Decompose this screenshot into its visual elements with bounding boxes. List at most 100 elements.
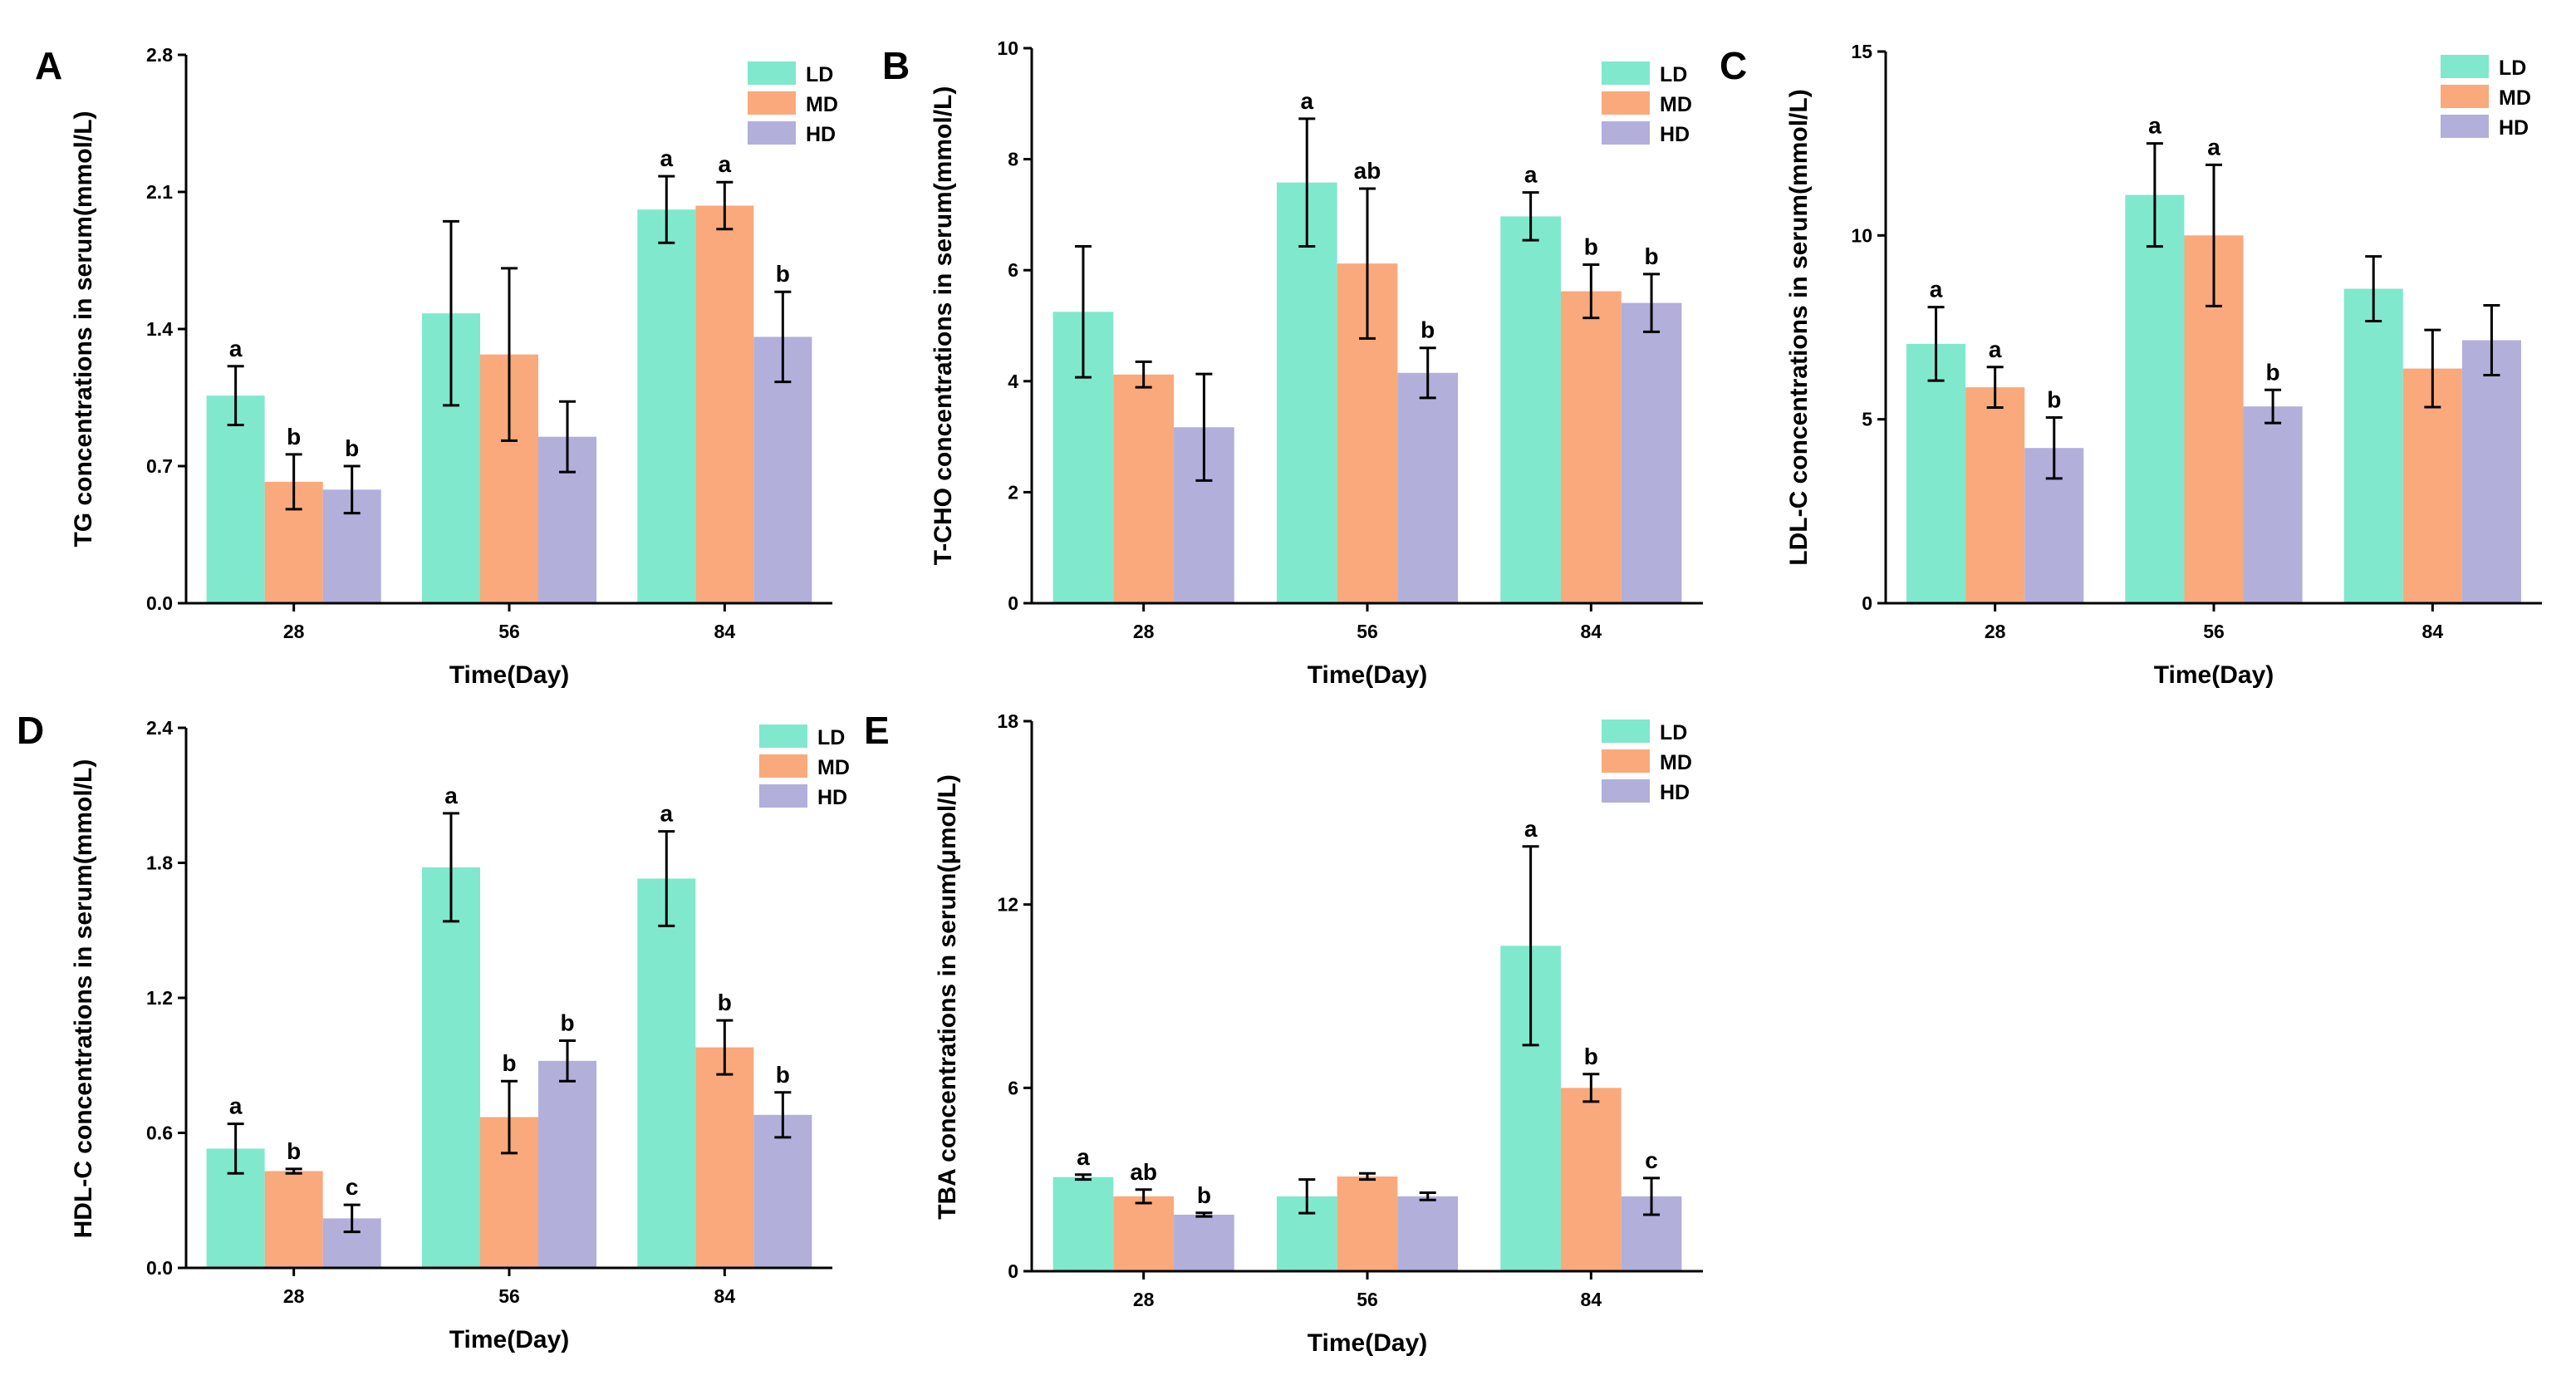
y-tick-label: 0	[1008, 592, 1018, 614]
significance-label: b	[1197, 1182, 1211, 1208]
bar-ld-28	[206, 395, 265, 603]
x-tick-label: 28	[1985, 621, 2006, 642]
legend-swatch-ld	[2441, 55, 2489, 78]
panel-b: Ba a ab b b b 0 2 4 6 8 10 28 56 84 Time(Day) T-CHO conc…	[882, 37, 1703, 689]
significance-label: a	[444, 783, 458, 808]
significance-label: b	[1644, 243, 1658, 269]
bar-hd-56	[2243, 406, 2303, 603]
bar-ld-84	[637, 878, 696, 1268]
bar-ld-56	[421, 867, 480, 1268]
x-axis-title: Time(Day)	[1308, 1329, 1428, 1357]
bar-ld-28	[1906, 343, 1966, 603]
y-tick-label: 0	[1008, 1260, 1018, 1282]
significance-label: b	[560, 1009, 574, 1035]
significance-label: a	[660, 145, 674, 171]
significance-label: a	[719, 151, 732, 177]
y-tick-label: 1.4	[146, 318, 173, 340]
legend-swatch-hd	[2441, 115, 2489, 138]
legend: LD MD HD	[1602, 61, 1692, 146]
x-tick-label: 28	[1133, 621, 1155, 642]
bar-md-84	[695, 1047, 754, 1268]
panel-e: Ea a ab b b c 0 6 12 18 28 56 84 Time(Day) TBA concent…	[864, 709, 1703, 1357]
bar-hd-56	[538, 1060, 597, 1268]
y-tick-label: 2.1	[146, 181, 173, 203]
bar-hd-84	[753, 1114, 812, 1268]
significance-label: ab	[1354, 158, 1381, 184]
legend-label-ld: LD	[1660, 721, 1687, 744]
legend-label-ld: LD	[2499, 56, 2526, 80]
bar-ld-84	[1500, 216, 1561, 603]
panel-letter: C	[1720, 44, 1747, 87]
y-tick-label: 0.6	[146, 1122, 173, 1144]
y-tick-label: 0.0	[146, 1257, 173, 1279]
panel-c: Ca a a a b b 0 5 10 15 28 56 84 Time(Day) LDL-C concen…	[1720, 41, 2542, 689]
bar-hd-28	[1174, 1214, 1234, 1271]
bar-ld-28	[1052, 1176, 1114, 1271]
y-tick-label: 0.0	[146, 592, 173, 614]
y-tick-label: 6	[1008, 1077, 1018, 1098]
significance-label: b	[776, 261, 790, 287]
bar-md-28	[1965, 387, 2025, 603]
legend-swatch-hd	[748, 121, 796, 145]
y-axis-title: LDL-C concentrations in serum(mmol/L)	[1785, 89, 1813, 565]
legend-label-ld: LD	[806, 63, 833, 86]
x-tick-label: 56	[2203, 621, 2225, 642]
legend-label-hd: HD	[2499, 116, 2529, 140]
significance-label: c	[1645, 1147, 1658, 1173]
x-tick-label: 56	[1357, 1289, 1378, 1310]
panel-letter: D	[17, 709, 44, 752]
x-axis-title: Time(Day)	[2154, 661, 2274, 689]
y-axis-title: HDL-C concentrations in serum(mmol/L)	[70, 759, 97, 1239]
bar-md-28	[1113, 374, 1175, 603]
y-tick-label: 0	[1862, 592, 1872, 614]
bar-ld-56	[1276, 182, 1337, 603]
significance-label: a	[1300, 88, 1313, 114]
significance-label: b	[718, 990, 732, 1015]
legend-swatch-hd	[759, 784, 807, 808]
bar-md-84	[1560, 291, 1622, 603]
x-axis-title: Time(Day)	[449, 1326, 570, 1353]
x-tick-label: 28	[1133, 1289, 1155, 1310]
bar-md-56	[1337, 1176, 1398, 1271]
y-tick-label: 2.8	[146, 44, 173, 66]
y-tick-label: 2.4	[146, 717, 173, 739]
significance-label: a	[660, 801, 674, 827]
legend-swatch-ld	[748, 61, 796, 85]
legend-label-md: MD	[1660, 93, 1692, 116]
y-tick-label: 12	[997, 894, 1018, 916]
legend-swatch-hd	[1602, 779, 1650, 803]
panel-letter: B	[882, 44, 910, 87]
bar-hd-56	[1397, 372, 1459, 603]
significance-label: ab	[1130, 1159, 1157, 1185]
x-tick-label: 56	[498, 1285, 520, 1307]
bar-md-28	[264, 1171, 323, 1268]
significance-label: b	[776, 1062, 790, 1088]
significance-label: a	[1524, 816, 1538, 842]
bar-hd-84	[2461, 340, 2521, 603]
bar-md-28	[1113, 1196, 1175, 1271]
bar-ld-84	[637, 209, 696, 603]
significance-label: a	[1930, 277, 1943, 302]
legend-label-md: MD	[2499, 86, 2531, 110]
bar-hd-84	[1621, 302, 1682, 603]
significance-label: a	[1989, 336, 2002, 362]
bar-ld-56	[2125, 194, 2185, 603]
x-tick-label: 28	[283, 1285, 305, 1307]
significance-label: b	[345, 435, 359, 461]
legend: LD MD HD	[748, 61, 838, 146]
y-tick-label: 8	[1008, 149, 1018, 170]
significance-label: a	[229, 1093, 243, 1119]
significance-label: b	[2266, 359, 2280, 385]
y-tick-label: 15	[1851, 41, 1872, 62]
significance-label: b	[1584, 1044, 1598, 1069]
y-tick-label: 18	[997, 710, 1018, 732]
legend-label-hd: HD	[806, 123, 836, 146]
bar-md-84	[695, 205, 754, 603]
x-tick-label: 28	[283, 621, 305, 642]
bar-ld-84	[2343, 288, 2403, 603]
legend-label-ld: LD	[1660, 63, 1687, 86]
legend-swatch-md	[759, 754, 807, 778]
legend-swatch-ld	[759, 725, 807, 748]
y-axis-title: T-CHO concentrations in serum(mmol/L)	[930, 86, 957, 566]
